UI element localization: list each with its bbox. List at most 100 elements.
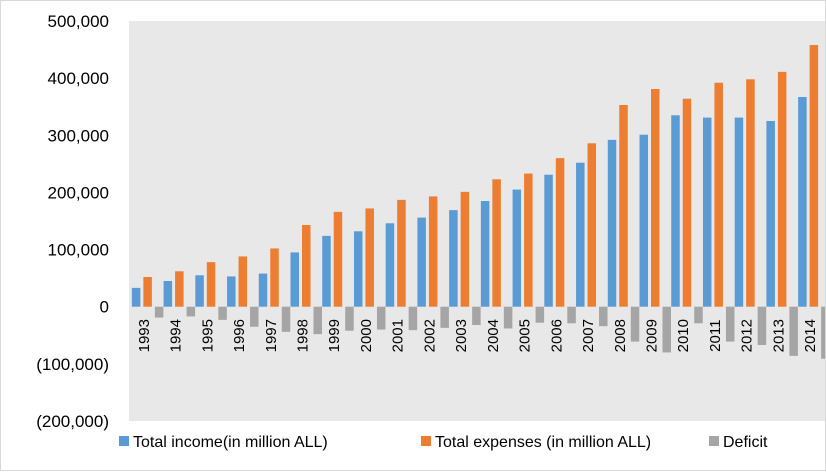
legend-label: Deficit	[723, 434, 768, 451]
bar-total-2010	[683, 99, 692, 307]
bar-total-2002	[429, 196, 438, 306]
bar-total-1998	[291, 252, 300, 306]
bar-total-2014	[810, 45, 819, 307]
bar-total-1993	[143, 277, 152, 307]
x-tick-label: 1994	[168, 319, 185, 352]
bar-deficit-1999	[345, 307, 354, 331]
x-tick-label: 1999	[326, 319, 343, 352]
x-tick-label: 2012	[739, 319, 756, 352]
bar-total-2009	[651, 89, 660, 307]
bar-deficit-2007	[599, 307, 608, 326]
bar-total-1994	[175, 271, 184, 306]
bar-deficit-2012	[758, 307, 767, 345]
y-tick-label: 400,000	[48, 69, 109, 88]
x-tick-label: 2011	[707, 320, 724, 352]
bar-deficit-2002	[440, 307, 449, 328]
bar-total-2006	[556, 158, 565, 307]
y-axis-ticks: 500,000 400,000 300,000 200,000 100,000 0 (100…	[36, 12, 109, 431]
x-tick-label: 2008	[612, 319, 629, 352]
bar-total-1999	[322, 236, 331, 307]
bar-total-1996	[239, 256, 248, 306]
bar-total-2014	[798, 97, 807, 307]
x-tick-label: 2010	[675, 319, 692, 352]
bar-total-1995	[207, 262, 216, 307]
bar-total-1998	[302, 225, 311, 307]
bar-total-1995	[195, 275, 204, 306]
bar-deficit-2009	[663, 307, 672, 353]
x-tick-label: 1993	[136, 319, 153, 352]
y-tick-label: (200,000)	[36, 412, 109, 431]
x-tick-label: 2001	[390, 319, 407, 352]
bar-total-2001	[386, 223, 395, 306]
x-tick-label: 1995	[199, 319, 216, 352]
bar-total-2007	[576, 163, 585, 307]
bar-deficit-2010	[694, 307, 703, 324]
bar-total-2005	[524, 174, 533, 307]
x-tick-label: 2014	[802, 319, 819, 352]
bar-total-2010	[671, 115, 680, 306]
bar-total-2008	[619, 105, 628, 307]
bar-deficit-2008	[631, 307, 640, 342]
bar-total-1996	[227, 276, 236, 306]
bar-deficit-1995	[218, 307, 227, 320]
bar-deficit-1994	[187, 307, 196, 317]
bar-total-2004	[492, 179, 501, 306]
y-tick-label: (100,000)	[36, 355, 109, 374]
x-tick-label: 2000	[358, 319, 375, 352]
bar-total-2006	[544, 175, 553, 307]
legend-item: Total income(in million ALL)	[119, 434, 328, 451]
bar-deficit-2006	[567, 307, 576, 324]
y-tick-label: 500,000	[48, 12, 109, 31]
bar-deficit-2001	[409, 307, 418, 330]
bar-total-2002	[417, 218, 426, 307]
bar-total-2013	[778, 72, 787, 307]
legend-label: Total expenses (in million ALL)	[435, 434, 651, 451]
legend-label: Total income(in million ALL)	[133, 434, 328, 451]
bar-total-2008	[608, 140, 617, 307]
bar-total-2013	[766, 121, 775, 307]
x-tick-label: 2003	[453, 319, 470, 352]
legend-swatch	[709, 436, 719, 446]
bar-total-2003	[449, 210, 458, 307]
legend-swatch	[421, 436, 431, 446]
bar-deficit-1996	[250, 307, 259, 327]
bar-deficit-2013	[789, 307, 798, 356]
bar-total-2007	[588, 143, 597, 306]
x-tick-label: 2013	[770, 319, 787, 352]
legend-item: Deficit	[709, 434, 768, 451]
bar-total-1994	[164, 281, 173, 307]
x-tick-label: 1996	[231, 319, 248, 352]
bar-total-1997	[270, 248, 279, 306]
legend-item: Total expenses (in million ALL)	[421, 434, 651, 451]
bar-deficit-1998	[314, 307, 323, 334]
x-tick-label: 2009	[644, 319, 661, 352]
x-tick-label: 2005	[517, 319, 534, 352]
bar-deficit-2005	[536, 307, 545, 323]
bar-total-2012	[735, 118, 744, 307]
bar-deficit-2014	[821, 307, 825, 359]
bar-total-2011	[714, 83, 723, 307]
bar-deficit-2003	[472, 307, 481, 325]
bar-total-1997	[259, 274, 268, 307]
bar-deficit-2000	[377, 307, 386, 330]
bar-total-2004	[481, 201, 490, 307]
x-tick-label: 1997	[263, 319, 280, 352]
x-tick-label: 2006	[548, 319, 565, 352]
x-tick-label: 1998	[295, 319, 312, 352]
bar-deficit-2004	[504, 307, 513, 329]
y-tick-label: 0	[100, 298, 109, 317]
y-tick-label: 100,000	[48, 241, 109, 260]
bar-total-2001	[397, 200, 406, 307]
legend-swatch	[119, 436, 129, 446]
bar-total-2011	[703, 118, 712, 307]
bar-total-2012	[746, 79, 755, 306]
x-tick-label: 2004	[485, 319, 502, 352]
x-tick-label: 2007	[580, 319, 597, 352]
bar-total-1999	[334, 212, 343, 307]
y-tick-label: 200,000	[48, 183, 109, 202]
bar-total-2000	[365, 208, 374, 306]
y-tick-label: 300,000	[48, 126, 109, 145]
bar-total-2000	[354, 231, 363, 306]
